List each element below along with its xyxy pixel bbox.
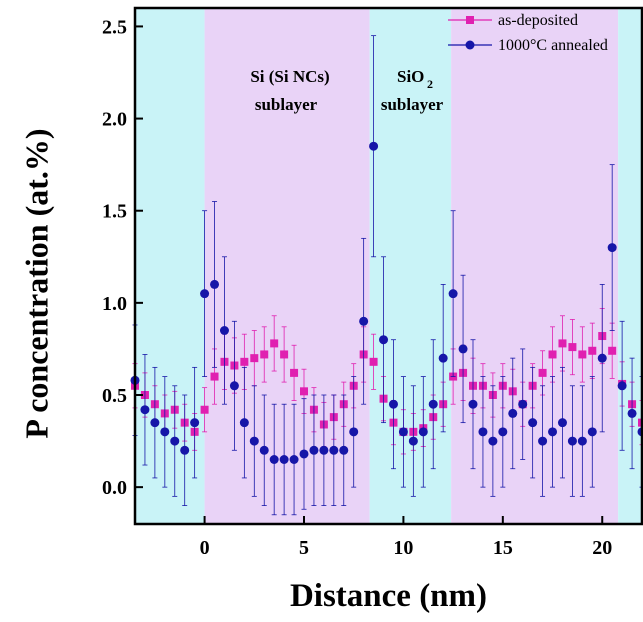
data-point <box>150 418 160 428</box>
data-point <box>438 353 448 363</box>
axes-frame <box>133 6 643 526</box>
data-point <box>538 368 547 377</box>
legend-label: 1000°C annealed <box>498 37 608 54</box>
data-point <box>210 372 219 381</box>
data-point <box>548 427 558 437</box>
data-point <box>428 399 438 409</box>
data-point <box>289 455 299 464</box>
data-point <box>448 289 458 299</box>
data-point <box>290 368 299 377</box>
data-point <box>239 418 249 428</box>
si-sublayer-label: sublayer <box>255 95 318 114</box>
region-sio2-0 <box>135 8 205 524</box>
y-tick-label: 1.5 <box>102 201 127 223</box>
data-point <box>359 316 369 326</box>
data-point <box>339 445 349 455</box>
data-point <box>588 346 597 355</box>
data-point <box>319 445 329 455</box>
data-point <box>140 405 150 415</box>
x-tick-label: 15 <box>493 537 513 559</box>
data-point <box>508 408 518 418</box>
data-point <box>627 408 637 418</box>
data-point <box>597 353 607 363</box>
data-point <box>369 141 379 151</box>
data-point <box>557 418 567 428</box>
sio2-sublayer-label: SiO <box>397 67 424 86</box>
data-point <box>249 436 259 446</box>
data-point <box>180 445 190 455</box>
data-point <box>587 427 597 437</box>
data-point <box>300 387 308 396</box>
si-sublayer-label: Si (Si NCs) <box>250 67 329 86</box>
data-point <box>528 418 538 428</box>
data-point <box>617 381 627 391</box>
region-si-1 <box>204 8 370 524</box>
data-point <box>210 279 220 289</box>
x-tick-label: 20 <box>592 537 612 559</box>
data-point <box>309 445 319 455</box>
y-tick-label: 1.0 <box>102 293 127 315</box>
data-point <box>229 381 239 391</box>
data-point <box>349 427 359 437</box>
series-1 <box>130 35 643 516</box>
data-point <box>299 449 309 459</box>
data-point <box>568 343 577 352</box>
x-tick-label: 5 <box>299 537 309 559</box>
data-point <box>388 399 398 409</box>
data-point <box>250 354 259 363</box>
sio2-subscript: 2 <box>427 77 433 91</box>
y-tick-label: 2.5 <box>102 16 127 38</box>
y-tick-label: 0.5 <box>102 385 127 407</box>
data-point <box>478 427 488 437</box>
data-point <box>280 350 289 359</box>
sio2-sublayer-label: sublayer <box>381 95 444 114</box>
data-point <box>329 445 339 455</box>
data-point <box>548 350 557 359</box>
region-sio2-4 <box>618 8 642 524</box>
legend-marker <box>466 16 474 24</box>
data-point <box>240 357 249 366</box>
data-point <box>498 427 508 437</box>
data-point <box>190 418 200 428</box>
y-tick-label: 2.0 <box>102 109 127 131</box>
plot-area: 0.0 0.5 1.0 1.5 2.0 2.5 0 5 10 15 20 Si (Si NCs) sub… <box>102 6 643 559</box>
data-point <box>468 399 478 409</box>
data-point <box>379 335 389 345</box>
data-point <box>160 427 170 437</box>
region-si-3 <box>451 8 619 524</box>
data-point <box>259 445 269 455</box>
data-point <box>279 455 289 464</box>
data-point <box>200 289 210 299</box>
data-point <box>458 344 468 354</box>
data-point <box>488 436 498 446</box>
data-point <box>200 405 209 414</box>
data-point <box>260 350 269 359</box>
data-point <box>518 399 528 409</box>
data-point <box>638 418 643 427</box>
legend-label: as-deposited <box>498 12 578 29</box>
data-point <box>607 243 617 253</box>
data-point <box>577 436 587 446</box>
data-point <box>270 339 279 348</box>
data-point <box>219 326 229 335</box>
data-point <box>418 427 428 437</box>
data-point <box>269 455 279 464</box>
data-point <box>398 427 408 437</box>
legend-marker <box>465 40 475 50</box>
data-point <box>608 346 617 355</box>
data-point <box>558 339 567 348</box>
data-point <box>408 436 418 446</box>
x-tick-label: 10 <box>393 537 413 559</box>
x-tick-label: 0 <box>200 537 210 559</box>
data-point <box>578 350 587 359</box>
y-tick-label: 0.0 <box>102 477 127 499</box>
data-point <box>567 436 577 446</box>
x-axis-label: Distance (nm) <box>289 578 488 614</box>
data-point <box>538 436 548 446</box>
data-point <box>369 357 378 366</box>
data-point <box>170 436 180 446</box>
